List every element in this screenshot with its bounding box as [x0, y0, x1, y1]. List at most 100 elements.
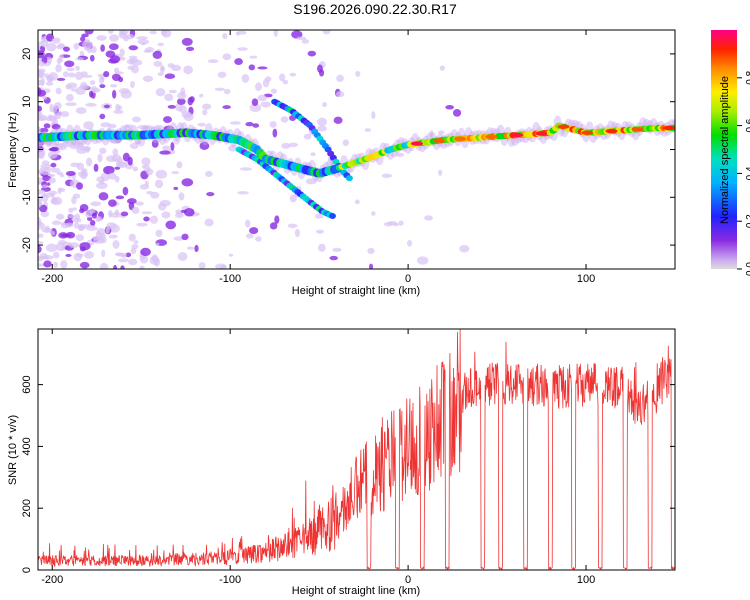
spectrogram-speckle: [303, 133, 312, 140]
spectrogram-speckle: [317, 117, 328, 127]
spectrogram-speckle: [272, 128, 278, 138]
colorbar-tick-label: 0.2: [745, 214, 750, 228]
spectrogram-speckle: [38, 128, 49, 133]
spectrogram-speckle: [97, 153, 103, 163]
spectrogram-xtick-label: -200: [41, 273, 63, 285]
spectrogram-speckle: [280, 116, 289, 123]
spectrogram-speckle: [49, 103, 54, 113]
spectrogram-speckle: [56, 171, 64, 176]
spectrogram-speckle: [159, 150, 171, 155]
spectrogram-speckle: [207, 59, 219, 64]
spectrogram-speckle: [46, 42, 57, 52]
spectrogram-speckle: [45, 243, 58, 253]
spectrogram-speckle: [198, 262, 206, 269]
spectrogram-speckle: [206, 192, 215, 197]
spectrogram-speckle: [132, 116, 141, 123]
spectrogram-speckle: [342, 139, 349, 147]
spectrogram-speckle: [68, 207, 74, 213]
spectrogram-speckle: [65, 222, 74, 228]
spectrogram-speckle: [145, 168, 154, 176]
spectrogram-speckle: [143, 216, 150, 222]
spectrogram-speckle: [381, 173, 393, 178]
spectrogram-speckle: [176, 98, 186, 105]
spectrogram-speckle: [127, 198, 137, 205]
spectrogram-speckle: [41, 167, 51, 176]
spectrogram-speckle: [120, 211, 129, 217]
spectrogram-speckle: [178, 192, 185, 201]
spectrogram-speckle: [140, 247, 151, 257]
spectrogram-ylabel: Frequency (Hz): [7, 112, 19, 188]
spectrogram-speckle: [265, 76, 272, 82]
spectrogram-speckle: [122, 186, 129, 196]
spectrogram-speckle: [137, 124, 149, 130]
spectrogram-speckle: [149, 215, 159, 224]
spectrogram-speckle: [201, 103, 212, 110]
colorbar-tick-label: 0.4: [745, 166, 750, 180]
spectrogram-ytick-label: -10: [21, 189, 33, 205]
spectrogram-speckle: [429, 130, 434, 137]
spectrogram-speckle: [317, 64, 323, 73]
spectrogram-speckle: [74, 213, 81, 221]
spectrogram-speckle: [181, 178, 194, 187]
snr-ytick-label: 200: [21, 499, 33, 517]
spectrogram-speckle: [274, 215, 280, 224]
spectrogram-speckle: [157, 72, 164, 77]
spectrogram-speckle: [80, 81, 88, 89]
spectrogram-speckle: [438, 169, 443, 176]
spectrogram-speckle: [38, 181, 41, 186]
spectrogram-speckle: [134, 140, 141, 145]
spectrogram-speckle: [72, 207, 78, 211]
spectrogram-speckle: [93, 163, 99, 172]
spectrogram-speckle: [128, 45, 139, 51]
spectrogram-speckle: [79, 261, 90, 269]
spectrogram-speckle: [269, 222, 278, 230]
spectrogram-speckle: [406, 240, 413, 247]
spectrogram-speckle: [160, 66, 166, 71]
spectrogram-speckle: [157, 42, 165, 47]
spectrogram-speckle: [56, 57, 62, 65]
spectrogram-speckle: [424, 215, 433, 221]
spectrogram-speckle: [185, 46, 195, 51]
spectrogram-speckle: [53, 112, 62, 120]
spectrogram-speckle: [164, 93, 174, 102]
spectrogram-speckle: [164, 73, 176, 79]
spectrogram-speckle: [38, 216, 41, 224]
spectrogram-speckle: [162, 145, 170, 151]
spectrogram-speckle: [50, 129, 59, 134]
spectrogram-speckle: [222, 32, 228, 39]
spectrogram-speckle: [73, 222, 80, 229]
spectrogram-speckle: [120, 89, 132, 99]
spectrogram-speckle: [51, 37, 61, 44]
spectrogram-speckle: [114, 175, 120, 183]
spectrogram-speckle: [117, 161, 127, 169]
spectrogram-speckle: [65, 253, 72, 257]
spectrogram-speckle: [40, 77, 45, 87]
spectrogram-peak: [485, 134, 498, 139]
spectrogram-speckle: [90, 201, 102, 207]
spectrogram-speckle: [141, 165, 147, 169]
spectrogram-speckle: [125, 252, 132, 258]
spectrogram-peak: [631, 127, 644, 132]
spectrogram-speckle: [179, 105, 187, 114]
spectrogram-xtick-label: -100: [219, 273, 241, 285]
spectrogram-speckle: [204, 218, 214, 227]
spectrogram-peak: [432, 138, 445, 143]
spectrogram-speckle: [180, 209, 187, 213]
spectrogram-speckle: [445, 105, 455, 110]
spectrogram-speckle: [133, 240, 139, 245]
spectrogram-speckle: [103, 70, 110, 78]
spectrogram-speckle: [55, 242, 66, 252]
spectrogram-speckle: [65, 93, 74, 102]
spectrogram-speckle: [171, 170, 180, 175]
spectrogram-speckle: [177, 91, 187, 100]
spectrogram-speckle: [38, 126, 41, 135]
spectrogram-speckle: [38, 198, 43, 208]
spectrogram-peak: [557, 124, 570, 129]
spectrogram-speckle: [112, 148, 119, 157]
colorbar-tick-label: 0.8: [745, 70, 750, 84]
spectrogram-speckle: [123, 35, 130, 42]
spectrogram-speckle: [167, 104, 176, 109]
spectrogram-speckle: [38, 263, 45, 267]
spectrogram-speckle: [146, 190, 154, 195]
